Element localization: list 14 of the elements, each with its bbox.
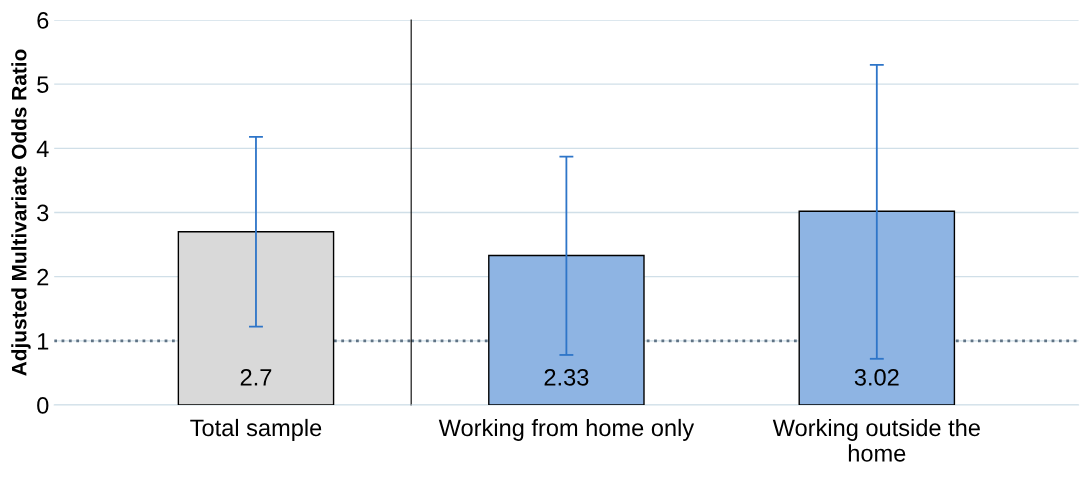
- x-tick-label: Working outside the home: [772, 418, 980, 462]
- y-tick-label: 3: [37, 204, 49, 222]
- y-tick-label: 6: [37, 12, 49, 29]
- y-tick-label: 5: [37, 76, 49, 93]
- y-tick-label: 2: [37, 268, 49, 286]
- y-tick-label: 0: [37, 397, 49, 414]
- y-tick-label: 1: [38, 333, 49, 350]
- y-tick-label: 4: [36, 140, 49, 157]
- data-label: 2.33: [544, 368, 589, 386]
- x-tick-label: Total sample: [190, 418, 322, 441]
- y-axis-title: Adjusted Multivariate Odds Ratio: [11, 49, 31, 376]
- data-label: 3.02: [854, 368, 899, 386]
- data-label: 2.7: [240, 368, 272, 386]
- x-tick-label: Working from home only: [438, 418, 695, 441]
